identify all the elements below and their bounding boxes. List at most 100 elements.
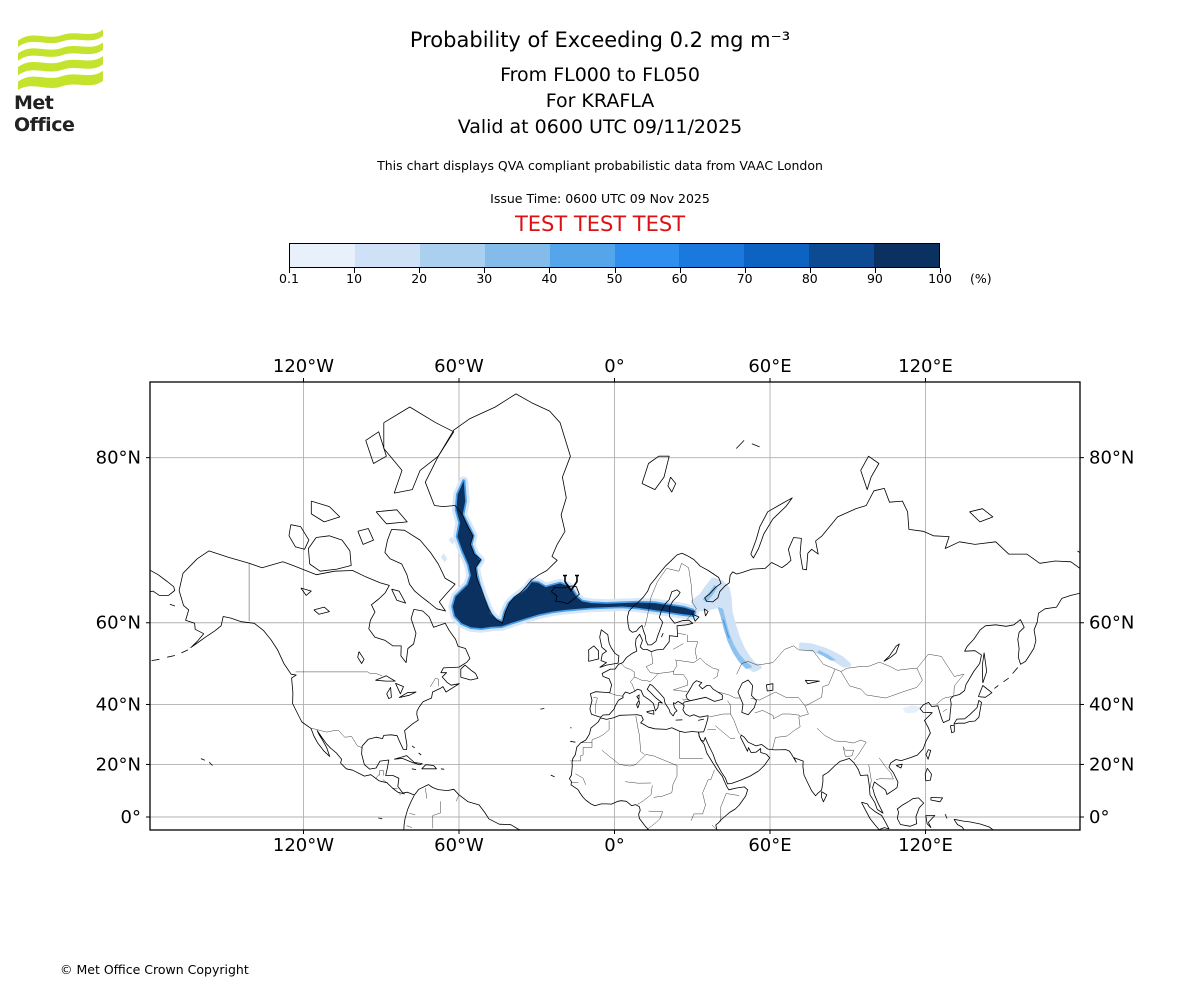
coastline bbox=[181, 649, 189, 654]
ash-patch-bohai bbox=[902, 705, 924, 713]
coastline bbox=[460, 664, 479, 681]
country-border bbox=[842, 746, 855, 757]
lon-tick-label-top: 120°W bbox=[273, 356, 334, 377]
coastline bbox=[953, 700, 982, 725]
colorbar-segment bbox=[614, 244, 680, 267]
coastline bbox=[698, 718, 704, 721]
country-border bbox=[702, 769, 715, 793]
lat-tick-label-left: 20°N bbox=[96, 754, 141, 775]
coastline bbox=[636, 700, 640, 709]
country-border bbox=[625, 781, 652, 784]
country-border bbox=[409, 813, 416, 815]
country-border bbox=[399, 792, 401, 796]
colorbar-tick-label: 80 bbox=[801, 271, 818, 286]
coastline bbox=[703, 608, 709, 617]
coastlines bbox=[150, 393, 1080, 830]
country-border bbox=[709, 700, 731, 718]
coastline bbox=[736, 440, 745, 449]
coastline bbox=[310, 500, 341, 523]
coastline bbox=[861, 801, 890, 830]
coastline bbox=[925, 749, 932, 760]
colorbar-tick bbox=[809, 268, 811, 273]
coastline bbox=[766, 683, 774, 692]
colorbar-tick bbox=[679, 268, 681, 273]
country-border bbox=[644, 562, 689, 628]
country-border bbox=[736, 645, 842, 675]
axis-ticks bbox=[146, 378, 1084, 834]
country-border bbox=[754, 710, 801, 720]
coastline bbox=[375, 509, 408, 525]
coastline bbox=[588, 645, 600, 662]
colorbar-tick bbox=[484, 268, 486, 273]
coastline bbox=[421, 764, 437, 770]
colorbar-tick-label: 40 bbox=[541, 271, 558, 286]
country-border bbox=[575, 773, 586, 785]
country-border bbox=[687, 634, 698, 660]
colorbar-segment bbox=[744, 244, 810, 267]
country-border bbox=[658, 671, 688, 692]
colorbar-tick bbox=[354, 268, 356, 273]
colorbar-tick bbox=[874, 268, 876, 273]
colorbar-segment bbox=[809, 244, 875, 267]
coastline bbox=[167, 655, 175, 658]
country-border bbox=[425, 788, 428, 799]
coastline bbox=[424, 393, 571, 624]
colorbar-segment bbox=[679, 244, 745, 267]
chart-subtitle-volcano: For KRAFLA bbox=[545, 90, 655, 112]
coastline bbox=[860, 455, 880, 490]
country-borders bbox=[248, 562, 965, 830]
lat-tick-label-left: 80°N bbox=[96, 448, 141, 469]
coastline bbox=[944, 814, 948, 819]
country-border bbox=[840, 661, 917, 672]
country-border bbox=[718, 691, 741, 699]
colorbar-tick bbox=[744, 268, 746, 273]
lat-tick-label-right: 0° bbox=[1089, 807, 1109, 828]
colorbar-tick-label: 10 bbox=[346, 271, 363, 286]
coastline bbox=[384, 529, 456, 612]
country-border bbox=[816, 727, 867, 761]
test-banner: TEST TEST TEST bbox=[514, 212, 686, 236]
lat-tick-label-left: 40°N bbox=[96, 694, 141, 715]
country-border bbox=[601, 750, 678, 793]
lat-tick-label-right: 40°N bbox=[1089, 694, 1134, 715]
coastline bbox=[540, 708, 545, 710]
coastline bbox=[883, 643, 900, 662]
coastline bbox=[750, 497, 793, 559]
chart-title: Probability of Exceeding 0.2 mg m⁻³ bbox=[409, 28, 791, 52]
colorbar-tick-label: 0.1 bbox=[279, 271, 299, 286]
country-border bbox=[868, 764, 872, 789]
country-border bbox=[711, 824, 717, 830]
country-border bbox=[653, 792, 672, 798]
country-border bbox=[609, 692, 624, 697]
coastline bbox=[200, 758, 205, 761]
country-border bbox=[375, 770, 384, 780]
colorbar-segment bbox=[549, 244, 615, 267]
coastline bbox=[589, 488, 1080, 718]
ash-streak-east-mid bbox=[816, 650, 837, 661]
colorbar bbox=[289, 243, 940, 268]
coastline bbox=[641, 455, 670, 490]
coastline bbox=[394, 755, 423, 766]
country-border bbox=[634, 651, 659, 682]
issue-time: Issue Time: 0600 UTC 09 Nov 2025 bbox=[490, 191, 710, 206]
coastline bbox=[208, 761, 213, 766]
country-border bbox=[310, 727, 363, 749]
met-office-logo-text: Met Office bbox=[14, 92, 75, 136]
coastline bbox=[600, 684, 683, 718]
colorbar-segment bbox=[354, 244, 420, 267]
coastline bbox=[378, 817, 383, 820]
coastline bbox=[570, 740, 576, 743]
lon-tick-label-top: 60°E bbox=[748, 356, 791, 377]
lon-tick-label-bottom: 0° bbox=[604, 835, 624, 856]
coastline bbox=[398, 691, 417, 698]
country-border bbox=[942, 708, 948, 712]
colorbar-tick-label: 70 bbox=[736, 271, 753, 286]
ash-band-russia-core bbox=[722, 618, 730, 639]
colorbar-segment bbox=[484, 244, 550, 267]
colorbar-tick bbox=[549, 268, 551, 273]
coastline bbox=[950, 724, 955, 734]
coastline bbox=[636, 694, 640, 700]
coastline bbox=[150, 569, 176, 596]
country-border bbox=[635, 715, 640, 736]
